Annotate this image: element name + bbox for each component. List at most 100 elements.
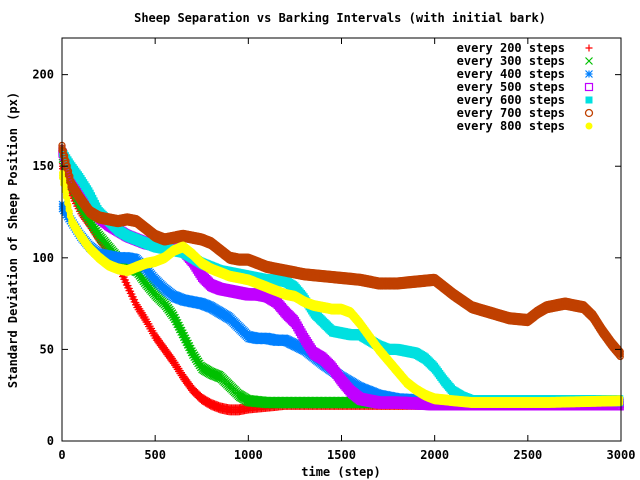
data-point [320,319,325,324]
data-point [432,365,437,370]
x-axis-label: time (step) [301,465,380,479]
data-point [171,360,176,365]
data-point [87,246,92,251]
data-point [386,358,391,363]
legend-entry: every 800 steps [457,119,593,133]
data-point [199,365,204,370]
data-point [386,347,391,352]
data-point [264,400,269,405]
x-tick-label: 500 [144,448,166,462]
data-point [171,235,176,240]
data-point [330,365,335,370]
data-point [162,286,167,291]
data-point [227,384,232,389]
data-point [143,226,148,231]
data-point [237,393,242,398]
data-point [87,219,92,224]
data-point [134,257,139,262]
data-point [143,261,148,266]
data-point [348,389,353,394]
data-point [218,406,223,411]
data-point [339,307,344,312]
legend-label: every 500 steps [457,80,565,94]
data-point [78,233,83,238]
data-point [255,281,260,286]
data-point [358,277,363,282]
data-point [283,338,288,343]
legend-marker [585,122,593,130]
data-point [358,396,363,401]
data-point [311,310,316,315]
data-point [311,351,316,356]
data-point [283,279,288,284]
data-point [246,398,251,403]
data-point [181,374,186,379]
data-point [451,398,456,403]
data-point [274,277,279,282]
data-point [358,385,363,390]
data-point [143,281,148,286]
data-point [227,274,232,279]
data-point [218,248,223,253]
data-point [115,266,120,271]
data-point [339,275,344,280]
data-point [227,316,232,321]
y-tick-label: 50 [40,342,54,356]
series-6 [58,141,624,361]
data-point [237,290,242,295]
data-point [190,299,195,304]
data-point [348,332,353,337]
data-point [69,182,74,187]
data-point [199,261,204,266]
data-point [451,292,456,297]
data-point [302,336,307,341]
data-point [395,281,400,286]
data-point [330,329,335,334]
data-point [348,310,353,315]
x-tick-label: 2000 [420,448,449,462]
data-point [488,310,493,315]
legend-marker [584,82,594,92]
data-point [181,332,186,337]
data-point [292,294,297,299]
data-point [264,294,269,299]
data-point [153,292,158,297]
data-point [115,219,120,224]
data-point [507,316,512,321]
data-point [264,336,269,341]
data-point [134,237,139,242]
series-7 [59,169,624,409]
data-point [106,263,111,268]
data-point [311,303,316,308]
legend-marker [585,70,593,78]
data-point [320,305,325,310]
data-point [125,217,130,222]
data-point [237,325,242,330]
y-tick-label: 0 [47,434,54,448]
data-point [246,406,251,411]
data-point [153,277,158,282]
data-point [358,321,363,326]
data-point [255,292,260,297]
data-point [432,277,437,282]
data-point [209,305,214,310]
legend-marker [584,108,594,118]
data-point [600,329,605,334]
data-point [283,310,288,315]
data-point [78,177,83,182]
y-axis-label: Standard Deviation of Sheep Position (px… [6,92,20,388]
data-point [209,402,214,407]
data-point [171,314,176,319]
data-point [162,301,167,306]
data-point [237,407,242,412]
data-point [339,378,344,383]
legend-label: every 600 steps [457,93,565,107]
data-point [581,305,586,310]
chart-title: Sheep Separation vs Barking Intervals (w… [134,11,546,25]
data-point [218,286,223,291]
data-point [171,294,176,299]
data-point [395,400,400,405]
data-point [544,305,549,310]
